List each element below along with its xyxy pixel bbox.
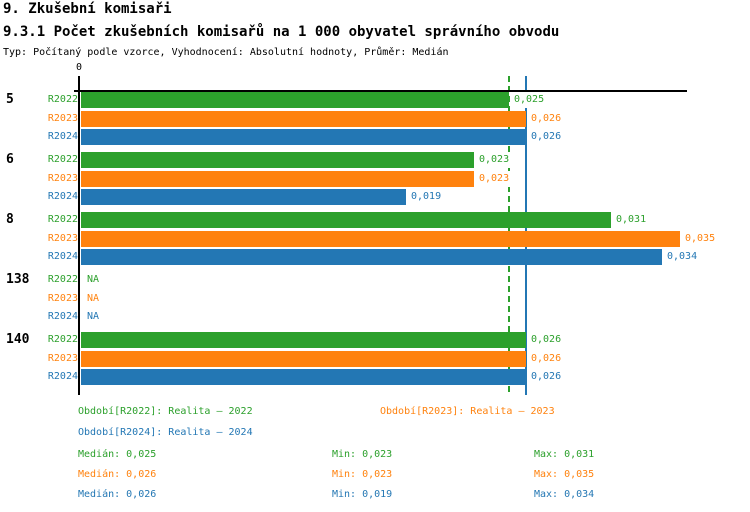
category-label: 140 (6, 332, 30, 347)
bar-value-label: NA (86, 309, 101, 325)
bar-value-label: 0,031 (615, 212, 648, 228)
chart-title: 9.3.1 Počet zkušebních komisařů na 1 000… (3, 24, 560, 40)
bar-value-label: 0,026 (530, 369, 563, 385)
series-label: R2022 (47, 94, 78, 105)
bar-value-label: 0,019 (410, 189, 443, 205)
bar (81, 351, 526, 367)
bar-value-label: NA (86, 291, 101, 307)
bar (81, 129, 526, 145)
series-label: R2023 (47, 113, 78, 124)
bar-value-label: 0,026 (530, 351, 563, 367)
bar (81, 212, 611, 228)
series-label: R2022 (47, 334, 78, 345)
stat-median: Medián: 0,025 (78, 449, 157, 460)
bar-value-label: 0,035 (684, 231, 717, 247)
x-axis-zero-tick-label: 0 (75, 62, 83, 73)
bar-value-label: 0,026 (530, 332, 563, 348)
bar (81, 231, 680, 247)
chart-meta-line: Typ: Počítaný podle vzorce, Vyhodnocení:… (3, 47, 449, 58)
bar-value-label: 0,025 (513, 92, 546, 108)
series-label: R2022 (47, 274, 78, 285)
series-label: R2024 (47, 131, 78, 142)
category-label: 8 (6, 212, 14, 227)
series-label: R2024 (47, 311, 78, 322)
legend-item: Období[R2023]: Realita – 2023 (380, 406, 555, 417)
stat-max: Max: 0,035 (534, 469, 595, 480)
series-label: R2023 (47, 353, 78, 364)
report-title: 9. Zkušební komisaři (3, 1, 172, 17)
bar-value-label: 0,026 (530, 129, 563, 145)
bar-value-label: 0,034 (666, 249, 699, 265)
legend-item: Období[R2024]: Realita – 2024 (78, 427, 253, 438)
bar (81, 111, 526, 127)
stat-min: Min: 0,019 (332, 489, 393, 500)
category-label: 5 (6, 92, 14, 107)
series-label: R2024 (47, 371, 78, 382)
stat-max: Max: 0,031 (534, 449, 595, 460)
series-label: R2022 (47, 154, 78, 165)
bar (81, 332, 526, 348)
series-label: R2023 (47, 293, 78, 304)
stat-min: Min: 0,023 (332, 469, 393, 480)
category-label: 6 (6, 152, 14, 167)
legend-item: Období[R2022]: Realita – 2022 (78, 406, 253, 417)
bar (81, 92, 509, 108)
bar (81, 369, 526, 385)
series-label: R2024 (47, 191, 78, 202)
bar (81, 171, 474, 187)
series-label: R2023 (47, 173, 78, 184)
series-label: R2022 (47, 214, 78, 225)
bar-value-label: NA (86, 272, 101, 288)
stat-median: Medián: 0,026 (78, 469, 157, 480)
bar (81, 152, 474, 168)
bar (81, 249, 662, 265)
bar-value-label: 0,023 (478, 171, 511, 187)
stat-max: Max: 0,034 (534, 489, 595, 500)
series-label: R2024 (47, 251, 78, 262)
x-axis-line (74, 90, 687, 92)
bar-value-label: 0,023 (478, 152, 511, 168)
series-label: R2023 (47, 233, 78, 244)
bar (81, 189, 406, 205)
stat-min: Min: 0,023 (332, 449, 393, 460)
y-axis-line (78, 76, 80, 395)
category-label: 138 (6, 272, 30, 287)
bar-value-label: 0,026 (530, 111, 563, 127)
stat-median: Medián: 0,026 (78, 489, 157, 500)
